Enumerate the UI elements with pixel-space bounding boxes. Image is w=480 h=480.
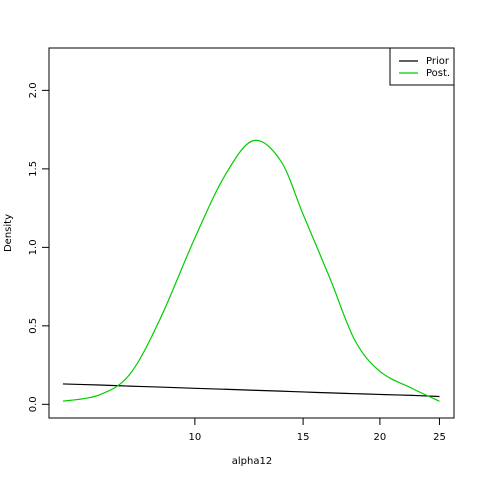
- y-tick-label: 0.5: [28, 318, 39, 334]
- y-tick-label: 1.0: [28, 239, 39, 255]
- x-tick-label: 15: [297, 432, 310, 443]
- y-tick-label: 0.0: [28, 396, 39, 412]
- legend-box: [389, 47, 455, 86]
- y-tick-label: 2.0: [28, 82, 39, 98]
- legend-label: Prior: [426, 56, 450, 67]
- x-tick-label: 25: [433, 432, 446, 443]
- plot-frame: [48, 47, 455, 419]
- y-axis-label: Density: [3, 214, 14, 252]
- legend-label: Post.: [426, 68, 450, 79]
- x-tick-label: 20: [374, 432, 387, 443]
- y-tick-label: 1.5: [28, 161, 39, 177]
- x-axis-label: alpha12: [232, 456, 272, 467]
- x-tick-label: 10: [188, 432, 201, 443]
- series-line: [62, 139, 440, 402]
- series-line: [62, 383, 440, 398]
